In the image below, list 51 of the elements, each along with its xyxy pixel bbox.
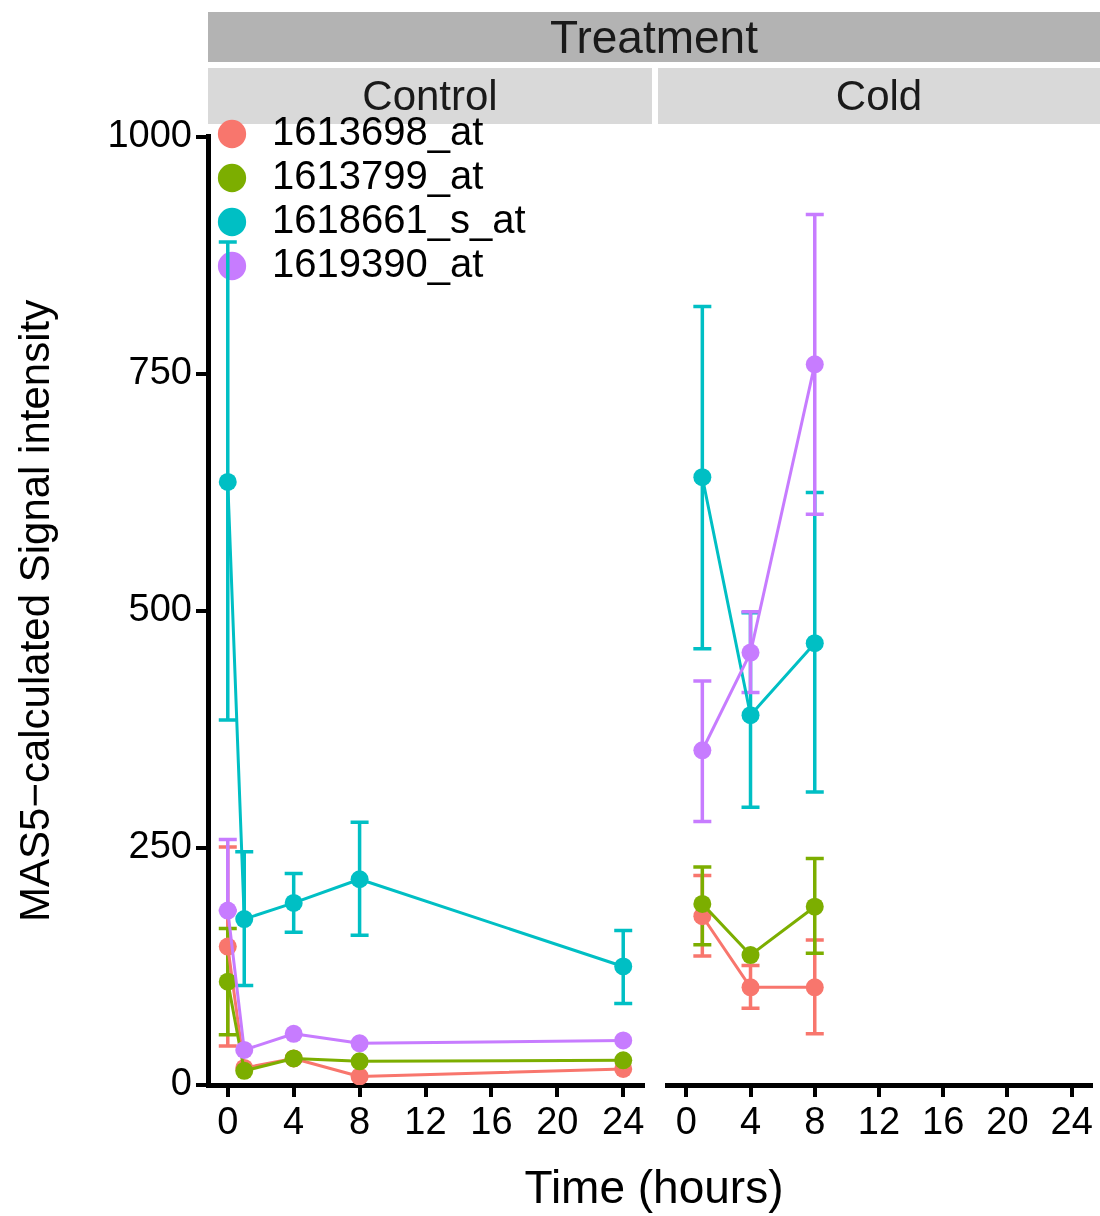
x-tick-label: 24 bbox=[602, 1100, 645, 1143]
legend-label: 1613799_at bbox=[272, 153, 484, 198]
x-tick-label: 4 bbox=[739, 1100, 762, 1143]
x-tick-label: 20 bbox=[536, 1100, 579, 1143]
point bbox=[693, 468, 712, 487]
x-tick-label: 24 bbox=[1050, 1100, 1093, 1143]
point bbox=[614, 1031, 633, 1050]
legend-label: 1618661_s_at bbox=[272, 197, 526, 242]
x-tick-label: 16 bbox=[922, 1100, 965, 1143]
x-tick-label: 8 bbox=[804, 1100, 826, 1143]
point bbox=[350, 1052, 369, 1071]
x-tick-label: 8 bbox=[349, 1100, 371, 1143]
point bbox=[284, 1024, 303, 1043]
y-axis-title: MAS5−calculated Signal intensity bbox=[10, 299, 58, 922]
point bbox=[235, 910, 254, 929]
x-tick-label: 4 bbox=[283, 1100, 305, 1143]
point bbox=[693, 894, 712, 913]
point bbox=[235, 1040, 254, 1059]
point bbox=[805, 634, 824, 653]
point bbox=[614, 957, 633, 976]
point bbox=[218, 901, 237, 920]
x-tick-label: 0 bbox=[217, 1100, 239, 1143]
y-tick-label: 1000 bbox=[107, 113, 192, 156]
chart-title: Treatment bbox=[208, 11, 1100, 63]
y-tick-label: 0 bbox=[170, 1061, 192, 1104]
point bbox=[805, 355, 824, 374]
point bbox=[284, 893, 303, 912]
point bbox=[614, 1051, 633, 1070]
x-tick-label: 12 bbox=[857, 1100, 901, 1143]
y-tick-label: 750 bbox=[128, 350, 192, 393]
x-tick-label: 12 bbox=[404, 1100, 447, 1143]
point bbox=[805, 897, 824, 916]
chart-subtitle: Cold bbox=[658, 68, 1100, 124]
point bbox=[741, 706, 760, 725]
point bbox=[693, 741, 712, 760]
x-tick-label: 16 bbox=[470, 1100, 513, 1143]
point bbox=[741, 978, 760, 997]
legend-label: 1619390_at bbox=[272, 241, 484, 286]
point bbox=[218, 472, 237, 491]
point bbox=[805, 978, 824, 997]
point bbox=[741, 643, 760, 662]
point bbox=[218, 972, 237, 991]
y-tick-label: 500 bbox=[128, 587, 192, 630]
x-axis-title: Time (hours) bbox=[523, 1160, 785, 1214]
x-tick-label: 20 bbox=[986, 1100, 1029, 1143]
point bbox=[741, 946, 760, 965]
y-tick-label: 250 bbox=[128, 824, 192, 867]
point bbox=[350, 870, 369, 889]
point bbox=[350, 1067, 369, 1085]
x-tick-label: 0 bbox=[675, 1100, 697, 1143]
point bbox=[350, 1034, 369, 1053]
